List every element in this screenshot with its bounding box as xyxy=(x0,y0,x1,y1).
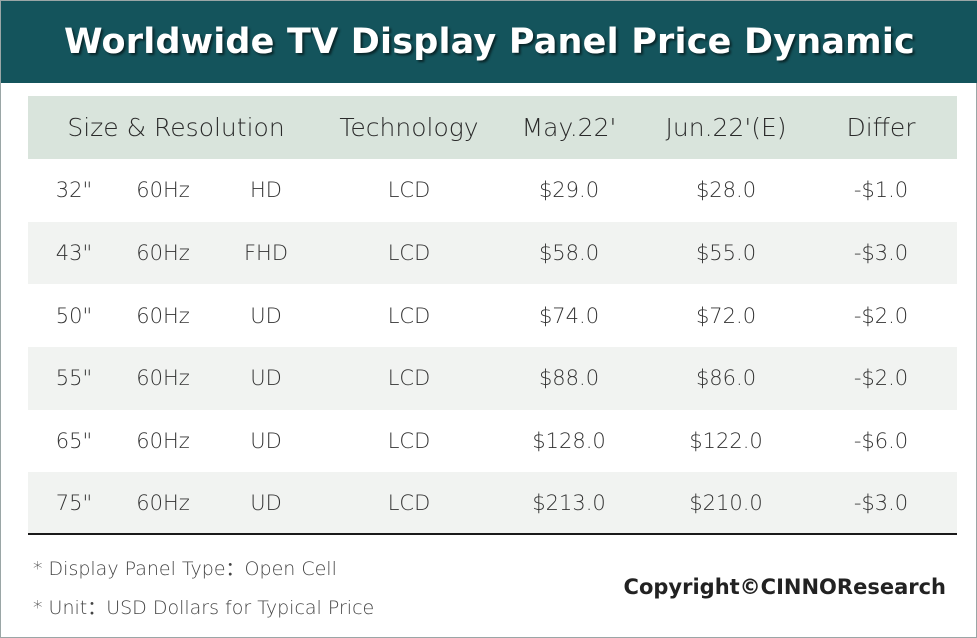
cell-technology: LCD xyxy=(387,429,431,454)
footnote-panel-type: * Display Panel Type：Open Cell xyxy=(33,558,337,580)
cell-resolution: UD xyxy=(250,303,282,328)
cell-differ: -$6.0 xyxy=(853,429,909,454)
cell-differ: -$1.0 xyxy=(853,178,909,203)
cell-technology: LCD xyxy=(387,178,431,203)
table-row: 50" 60Hz UD LCD $74.0 $72.0 -$2.0 xyxy=(28,284,957,347)
header-differ: Differ xyxy=(846,113,916,142)
cell-size: 65" xyxy=(55,429,93,454)
cell-may-price: $213.0 xyxy=(532,490,606,515)
cell-technology: LCD xyxy=(387,303,431,328)
cell-may-price: $29.0 xyxy=(538,178,600,203)
cell-technology: LCD xyxy=(387,241,431,266)
cell-differ: -$3.0 xyxy=(853,241,909,266)
header-jun: Jun.22'(E) xyxy=(665,113,787,142)
cell-jun-price: $122.0 xyxy=(689,429,763,454)
cell-may-price: $58.0 xyxy=(538,241,600,266)
cell-differ: -$3.0 xyxy=(853,490,909,515)
cell-size: 32" xyxy=(55,178,93,203)
cell-size: 43" xyxy=(55,241,93,266)
cell-refresh: 60Hz xyxy=(136,178,190,203)
cell-differ: -$2.0 xyxy=(853,303,909,328)
table-row: 65" 60Hz UD LCD $128.0 $122.0 -$6.0 xyxy=(28,410,957,473)
table-row: 43" 60Hz FHD LCD $58.0 $55.0 -$3.0 xyxy=(28,221,957,285)
cell-may-price: $74.0 xyxy=(538,303,600,328)
cell-refresh: 60Hz xyxy=(136,241,190,266)
title-bar: Worldwide TV Display Panel Price Dynamic xyxy=(1,1,977,83)
cell-refresh: 60Hz xyxy=(136,366,190,391)
cell-may-price: $128.0 xyxy=(532,429,606,454)
table-row: 32" 60Hz HD LCD $29.0 $28.0 -$1.0 xyxy=(28,159,957,222)
copyright-notice: Copyright©CINNOResearch xyxy=(623,575,946,599)
cell-may-price: $88.0 xyxy=(538,366,600,391)
cell-differ: -$2.0 xyxy=(853,366,909,391)
cell-size: 50" xyxy=(55,303,93,328)
cell-resolution: UD xyxy=(250,366,282,391)
page-title: Worldwide TV Display Panel Price Dynamic xyxy=(63,22,915,62)
cell-refresh: 60Hz xyxy=(136,429,190,454)
cell-jun-price: $28.0 xyxy=(695,178,757,203)
cell-technology: LCD xyxy=(387,490,431,515)
cell-resolution: FHD xyxy=(243,241,289,266)
header-technology: Technology xyxy=(339,113,479,142)
cell-jun-price: $86.0 xyxy=(695,366,757,391)
cell-jun-price: $72.0 xyxy=(695,303,757,328)
cell-resolution: UD xyxy=(250,429,282,454)
table-header-row: Size & Resolution Technology May.22' Jun… xyxy=(28,96,957,159)
cell-technology: LCD xyxy=(387,366,431,391)
cell-size: 55" xyxy=(55,366,93,391)
cell-resolution: HD xyxy=(250,178,282,203)
price-table: Size & Resolution Technology May.22' Jun… xyxy=(28,96,957,536)
footnote-unit: * Unit：USD Dollars for Typical Price xyxy=(33,597,375,619)
table-row: 75" 60Hz UD LCD $213.0 $210.0 -$3.0 xyxy=(28,472,957,536)
header-size-resolution: Size & Resolution xyxy=(67,113,285,142)
table-row: 55" 60Hz UD LCD $88.0 $86.0 -$2.0 xyxy=(28,347,957,410)
header-may: May.22' xyxy=(521,113,617,142)
cell-resolution: UD xyxy=(250,490,282,515)
cell-size: 75" xyxy=(55,490,93,515)
cell-jun-price: $55.0 xyxy=(695,241,757,266)
footnotes: * Display Panel Type：Open Cell * Unit：US… xyxy=(33,555,374,633)
cell-refresh: 60Hz xyxy=(136,490,190,515)
cell-jun-price: $210.0 xyxy=(689,490,763,515)
cell-refresh: 60Hz xyxy=(136,303,190,328)
